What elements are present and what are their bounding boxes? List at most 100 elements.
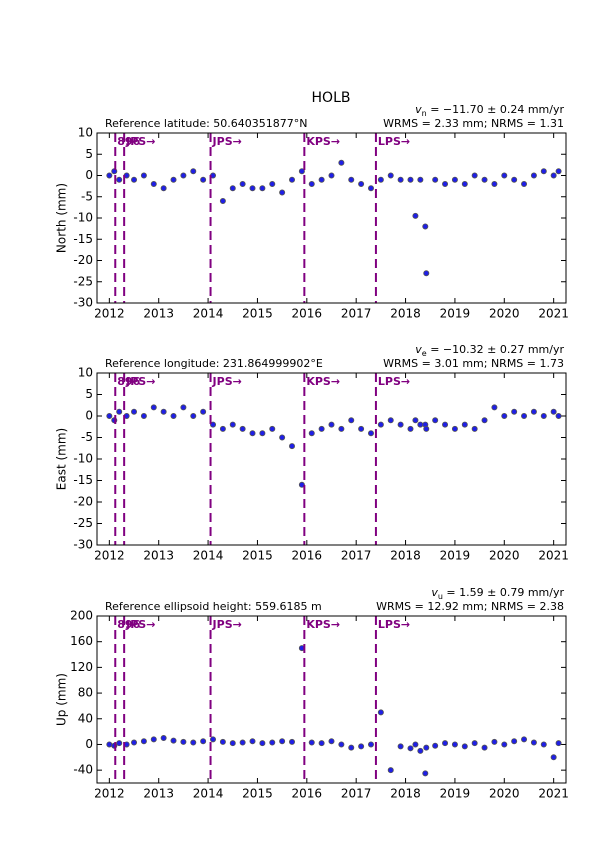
event-label: LPS→: [378, 618, 410, 631]
y-tick-label: 200: [70, 609, 93, 623]
event-label: JPS→: [212, 375, 242, 388]
data-point: [106, 172, 113, 179]
x-tick-label: 2013: [143, 549, 174, 563]
data-point: [511, 176, 518, 183]
y-tick-label: 40: [78, 711, 93, 725]
data-point: [461, 421, 468, 428]
data-point: [521, 412, 528, 419]
data-point: [397, 743, 404, 750]
x-tick-label: 2021: [538, 787, 569, 801]
y-tick-label: -15: [73, 473, 93, 487]
y-tick-label: 160: [70, 634, 93, 648]
data-point: [377, 176, 384, 183]
data-point: [412, 212, 419, 219]
data-point: [432, 176, 439, 183]
event-label: KPS→: [306, 618, 340, 631]
data-point: [328, 172, 335, 179]
velocity-subscript: u: [438, 592, 443, 601]
y-tick-label: -10: [73, 452, 93, 466]
data-point: [407, 176, 414, 183]
data-point: [190, 168, 197, 175]
data-point: [422, 770, 429, 777]
data-point: [377, 709, 384, 716]
data-point: [555, 740, 562, 747]
x-tick-label: 2017: [341, 307, 372, 321]
data-point: [150, 404, 157, 411]
event-label: JPS→: [125, 618, 155, 631]
data-point: [269, 180, 276, 187]
x-tick-label: 2021: [538, 549, 569, 563]
velocity-label: ve = −10.32 ± 0.27 mm/yr: [415, 343, 564, 358]
x-tick-label: 2012: [94, 787, 125, 801]
data-point: [180, 738, 187, 745]
x-tick-label: 2015: [242, 549, 273, 563]
data-point: [279, 189, 286, 196]
data-point: [417, 421, 424, 428]
x-tick-label: 2018: [390, 787, 421, 801]
data-point: [417, 176, 424, 183]
data-point: [269, 739, 276, 746]
data-point: [387, 172, 394, 179]
x-tick-label: 2018: [390, 549, 421, 563]
data-point: [461, 180, 468, 187]
data-point: [116, 408, 123, 415]
data-point: [491, 404, 498, 411]
plot-frame: [96, 615, 567, 784]
data-point: [481, 176, 488, 183]
data-point: [150, 180, 157, 187]
data-point: [131, 408, 138, 415]
data-point: [412, 417, 419, 424]
velocity-text: = −11.70 ± 0.24 mm/yr: [427, 103, 565, 116]
event-label: JPS→: [125, 135, 155, 148]
data-point: [180, 404, 187, 411]
data-point: [269, 425, 276, 432]
data-point: [160, 408, 167, 415]
velocity-label: vn = −11.70 ± 0.24 mm/yr: [415, 103, 564, 118]
x-tick-label: 2015: [242, 787, 273, 801]
data-point: [219, 738, 226, 745]
reference-label: Reference ellipsoid height: 559.6185 m: [105, 600, 322, 613]
data-point: [407, 425, 414, 432]
event-label: JPS→: [212, 135, 242, 148]
event-label: KPS→: [306, 375, 340, 388]
data-point: [358, 743, 365, 750]
data-point: [190, 412, 197, 419]
data-point: [249, 738, 256, 745]
y-tick-label: 10: [78, 126, 93, 140]
data-point: [328, 421, 335, 428]
data-point: [249, 430, 256, 437]
data-point: [358, 180, 365, 187]
data-point: [289, 443, 296, 450]
data-point: [481, 744, 488, 751]
data-point: [530, 739, 537, 746]
data-point: [279, 434, 286, 441]
velocity-symbol: v: [431, 586, 438, 599]
data-point: [555, 412, 562, 419]
data-point: [521, 180, 528, 187]
data-point: [259, 185, 266, 192]
data-point: [397, 176, 404, 183]
plot-frame: [96, 132, 567, 304]
x-tick-label: 2020: [489, 549, 520, 563]
y-tick-label: 0: [85, 409, 93, 423]
data-point: [530, 408, 537, 415]
data-point: [289, 738, 296, 745]
data-point: [239, 425, 246, 432]
y-tick-label: -25: [73, 274, 93, 288]
velocity-label: vu = 1.59 ± 0.79 mm/yr: [431, 586, 564, 601]
data-point: [348, 744, 355, 751]
data-point: [377, 421, 384, 428]
velocity-symbol: v: [415, 343, 422, 356]
velocity-subscript: n: [422, 109, 427, 118]
y-tick-label: 5: [85, 147, 93, 161]
data-point: [259, 740, 266, 747]
data-point: [481, 417, 488, 424]
data-point: [200, 408, 207, 415]
x-tick-label: 2014: [193, 549, 224, 563]
data-point: [318, 425, 325, 432]
data-point: [229, 740, 236, 747]
data-point: [318, 176, 325, 183]
data-point: [348, 417, 355, 424]
event-label: LPS→: [378, 375, 410, 388]
velocity-subscript: e: [422, 349, 427, 358]
